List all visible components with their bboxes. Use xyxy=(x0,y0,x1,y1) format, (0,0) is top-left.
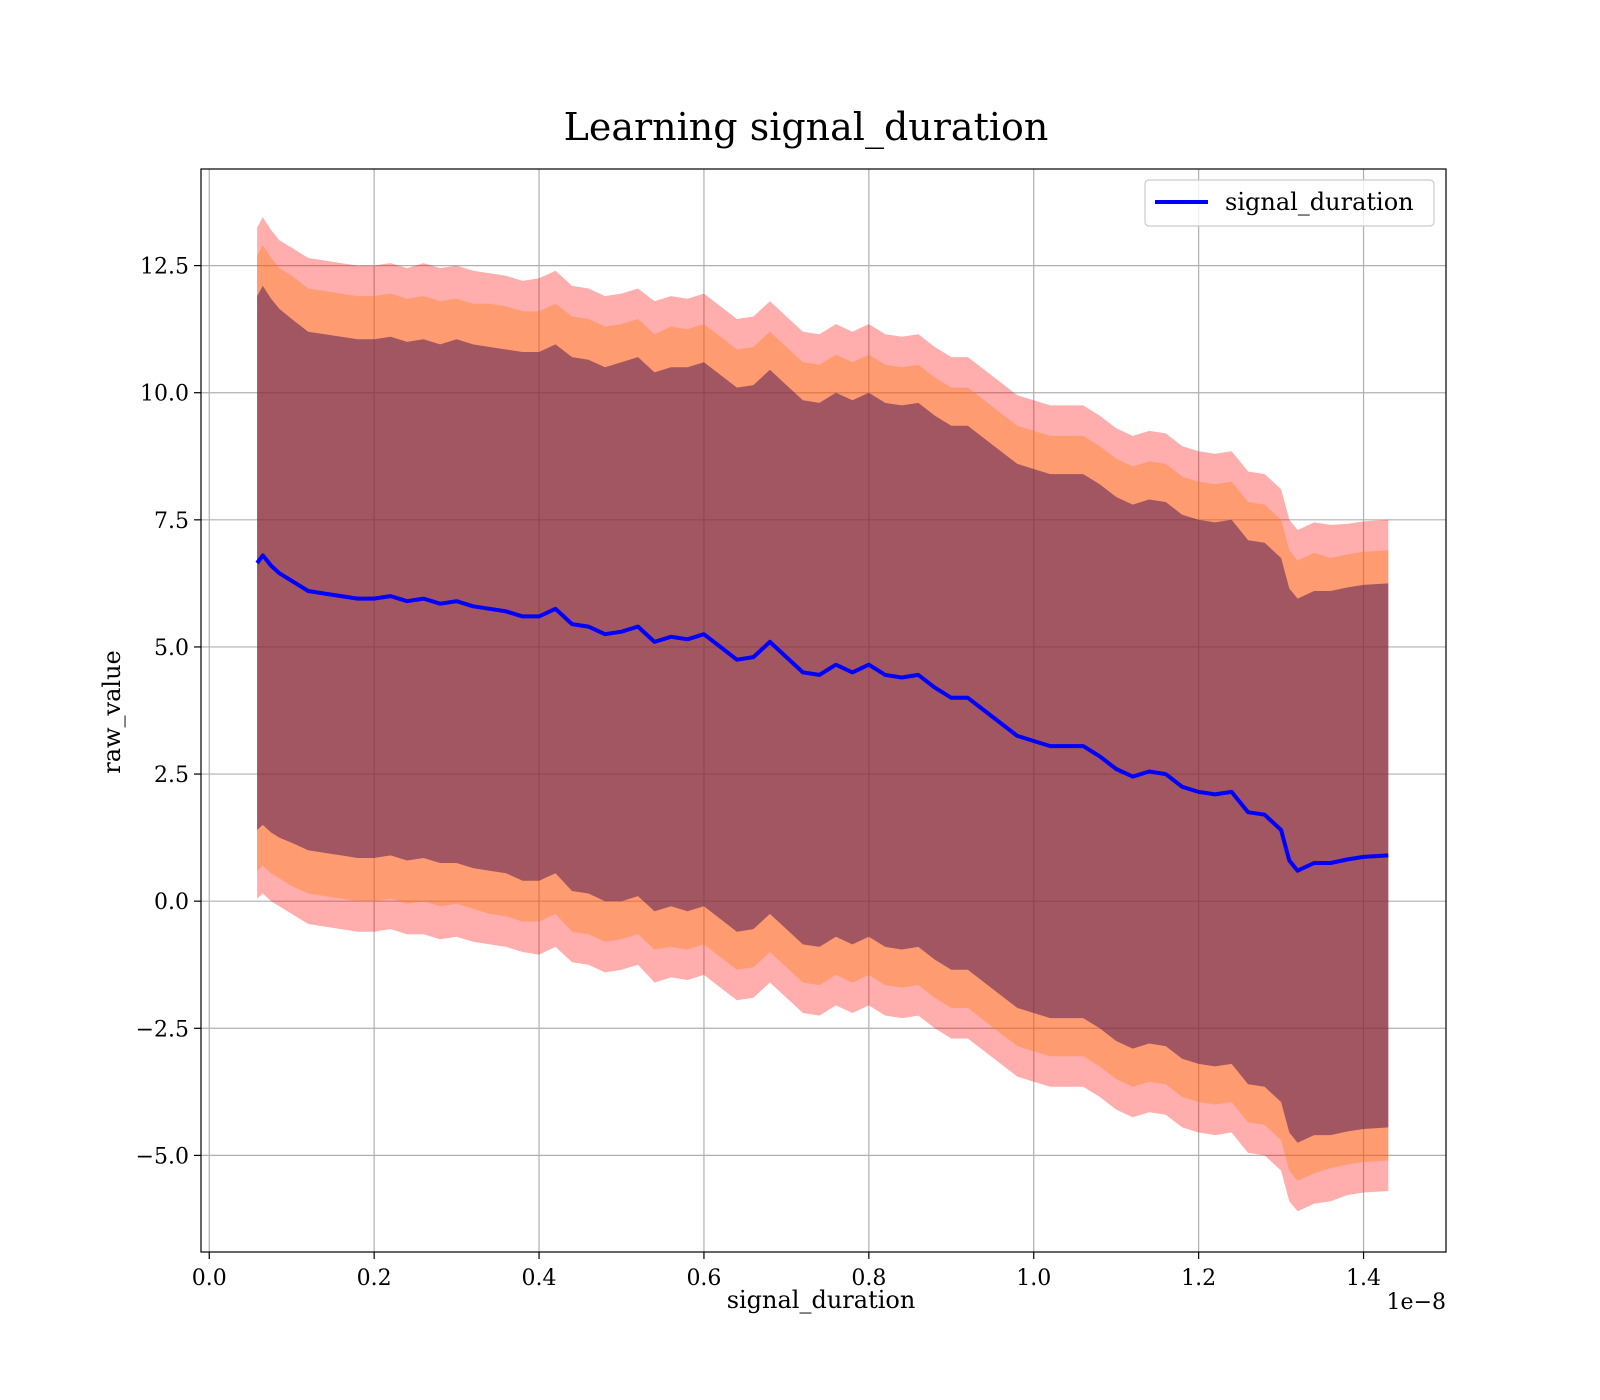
uncertainty-bands xyxy=(257,217,1389,1212)
legend-box xyxy=(1144,179,1435,227)
legend: signal_duration xyxy=(1144,179,1435,227)
x-tick-label: 0.4 xyxy=(522,1266,557,1291)
x-axis-offset-text: 1e−8 xyxy=(1387,1290,1446,1315)
y-tick-label: −2.5 xyxy=(136,1017,189,1042)
x-tick-label: 1.4 xyxy=(1346,1266,1381,1291)
y-axis-ticks: −5.0 −2.5 0.0 2.5 5.0 7.5 10.0 12.5 xyxy=(136,255,201,1169)
x-tick-label: 0.6 xyxy=(686,1266,721,1291)
y-tick-label: −5.0 xyxy=(136,1144,189,1169)
x-axis-ticks: 0.0 0.2 0.4 0.6 0.8 1.0 1.2 1.4 xyxy=(192,1252,1381,1291)
legend-label: signal_duration xyxy=(1225,188,1414,216)
y-tick-label: 12.5 xyxy=(140,255,189,280)
x-tick-label: 0.0 xyxy=(192,1266,227,1291)
series-line-signal-duration xyxy=(255,553,1389,873)
x-axis-label: signal_duration xyxy=(727,1286,916,1314)
plot-area-frame xyxy=(200,168,1447,1253)
y-axis-label: raw_value xyxy=(98,650,126,774)
band-inner xyxy=(257,285,1389,1143)
x-tick-label: 0.2 xyxy=(357,1266,392,1291)
y-tick-label: 10.0 xyxy=(140,382,189,407)
chart-title: Learning signal_duration xyxy=(564,105,1049,150)
y-tick-label: 7.5 xyxy=(154,509,189,534)
y-tick-label: 2.5 xyxy=(154,763,189,788)
x-tick-label: 1.0 xyxy=(1016,1266,1051,1291)
x-tick-label: 0.8 xyxy=(851,1266,886,1291)
y-tick-label: 0.0 xyxy=(154,890,189,915)
x-tick-label: 1.2 xyxy=(1181,1266,1216,1291)
y-tick-label: 5.0 xyxy=(154,636,189,661)
